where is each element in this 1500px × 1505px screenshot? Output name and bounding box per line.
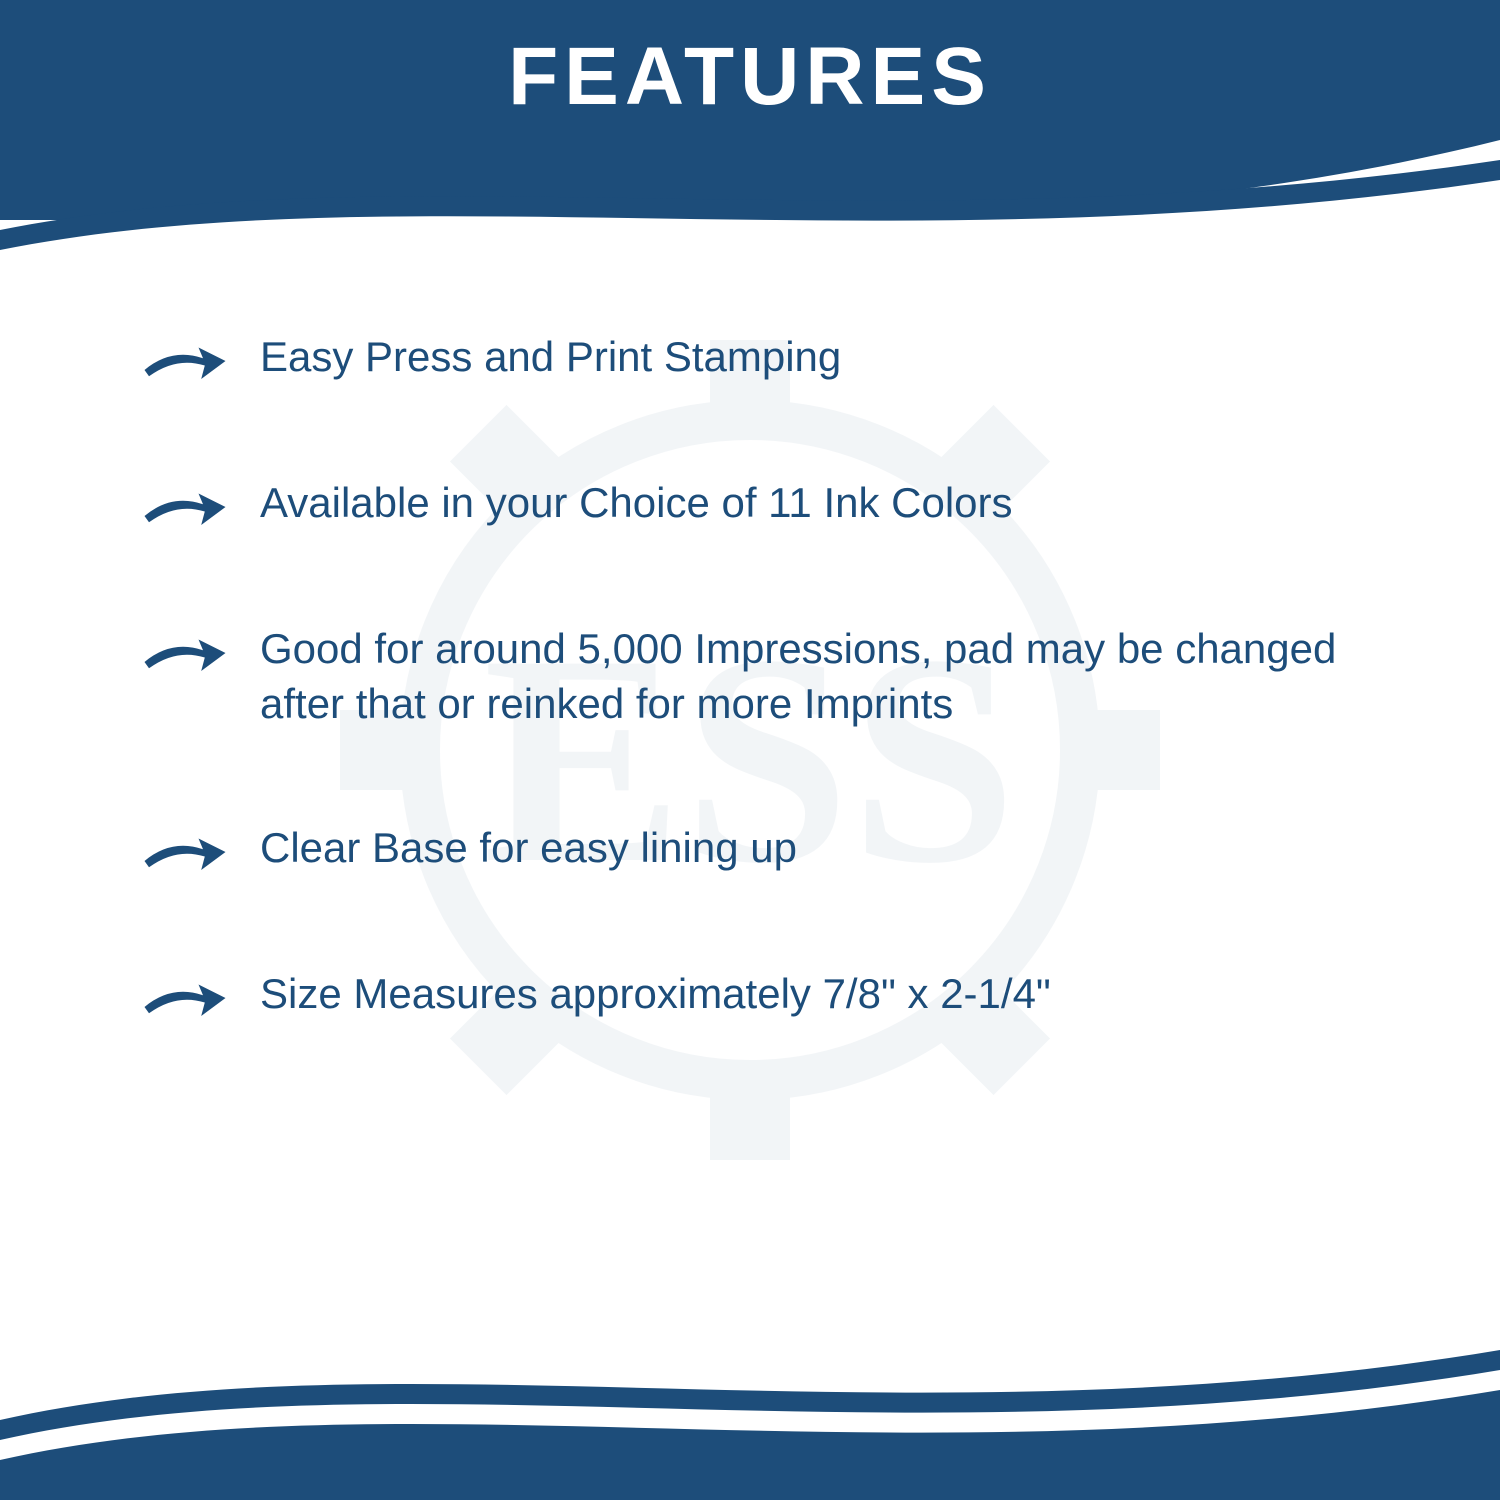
- footer-band: [0, 1320, 1500, 1500]
- arrow-icon: [140, 482, 230, 532]
- infographic-container: ESS FEATURES Easy Press and Print Stampi…: [0, 0, 1500, 1500]
- arrow-icon: [140, 336, 230, 386]
- feature-item: Clear Base for easy lining up: [140, 821, 1420, 877]
- feature-item: Available in your Choice of 11 Ink Color…: [140, 476, 1420, 532]
- footer-wave: [0, 1320, 1500, 1500]
- feature-item: Size Measures approximately 7/8" x 2-1/4…: [140, 967, 1420, 1023]
- header-wave-stripe: [0, 160, 1500, 250]
- feature-item: Good for around 5,000 Impressions, pad m…: [140, 622, 1420, 731]
- feature-text: Clear Base for easy lining up: [260, 821, 797, 876]
- arrow-icon: [140, 628, 230, 678]
- feature-text: Good for around 5,000 Impressions, pad m…: [260, 622, 1420, 731]
- arrow-icon: [140, 973, 230, 1023]
- features-list: Easy Press and Print Stamping Available …: [0, 310, 1500, 1113]
- page-title: FEATURES: [0, 30, 1500, 124]
- feature-text: Available in your Choice of 11 Ink Color…: [260, 476, 1013, 531]
- feature-text: Size Measures approximately 7/8" x 2-1/4…: [260, 967, 1051, 1022]
- header-band: FEATURES: [0, 0, 1500, 310]
- feature-text: Easy Press and Print Stamping: [260, 330, 841, 385]
- arrow-icon: [140, 827, 230, 877]
- feature-item: Easy Press and Print Stamping: [140, 330, 1420, 386]
